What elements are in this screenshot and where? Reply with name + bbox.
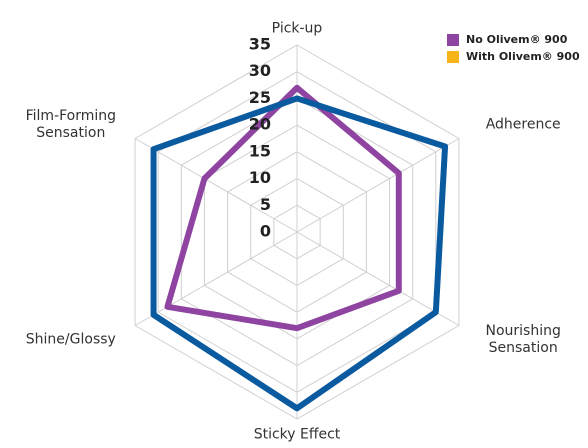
- tick-label: 10: [249, 168, 271, 187]
- legend-label: No Olivem® 900: [466, 33, 568, 46]
- axis-label: Film-Forming Sensation: [25, 107, 117, 141]
- legend-swatch: [447, 34, 459, 46]
- tick-label: 20: [249, 115, 271, 134]
- axis-label: Pick-up: [271, 20, 323, 37]
- tick-label: 25: [249, 88, 271, 107]
- spoke: [296, 138, 460, 233]
- axis-label: Nourishing Sensation: [485, 322, 561, 356]
- spoke: [296, 231, 460, 326]
- axis-label: Shine/Glossy: [25, 331, 116, 347]
- series-line: [150, 95, 449, 412]
- axis-label: Adherence: [485, 116, 561, 132]
- tick-label: 15: [249, 141, 271, 160]
- spoke: [134, 231, 298, 326]
- tick-label: 5: [260, 195, 271, 214]
- tick-label: 0: [260, 222, 271, 241]
- legend-swatch: [447, 51, 459, 63]
- axis-label: Sticky Effect: [253, 426, 341, 443]
- tick-label: 30: [249, 61, 271, 80]
- tick-label: 35: [249, 35, 271, 54]
- legend-label: With Olivem® 900: [466, 50, 580, 63]
- series-line: [164, 84, 402, 332]
- spoke: [134, 138, 298, 233]
